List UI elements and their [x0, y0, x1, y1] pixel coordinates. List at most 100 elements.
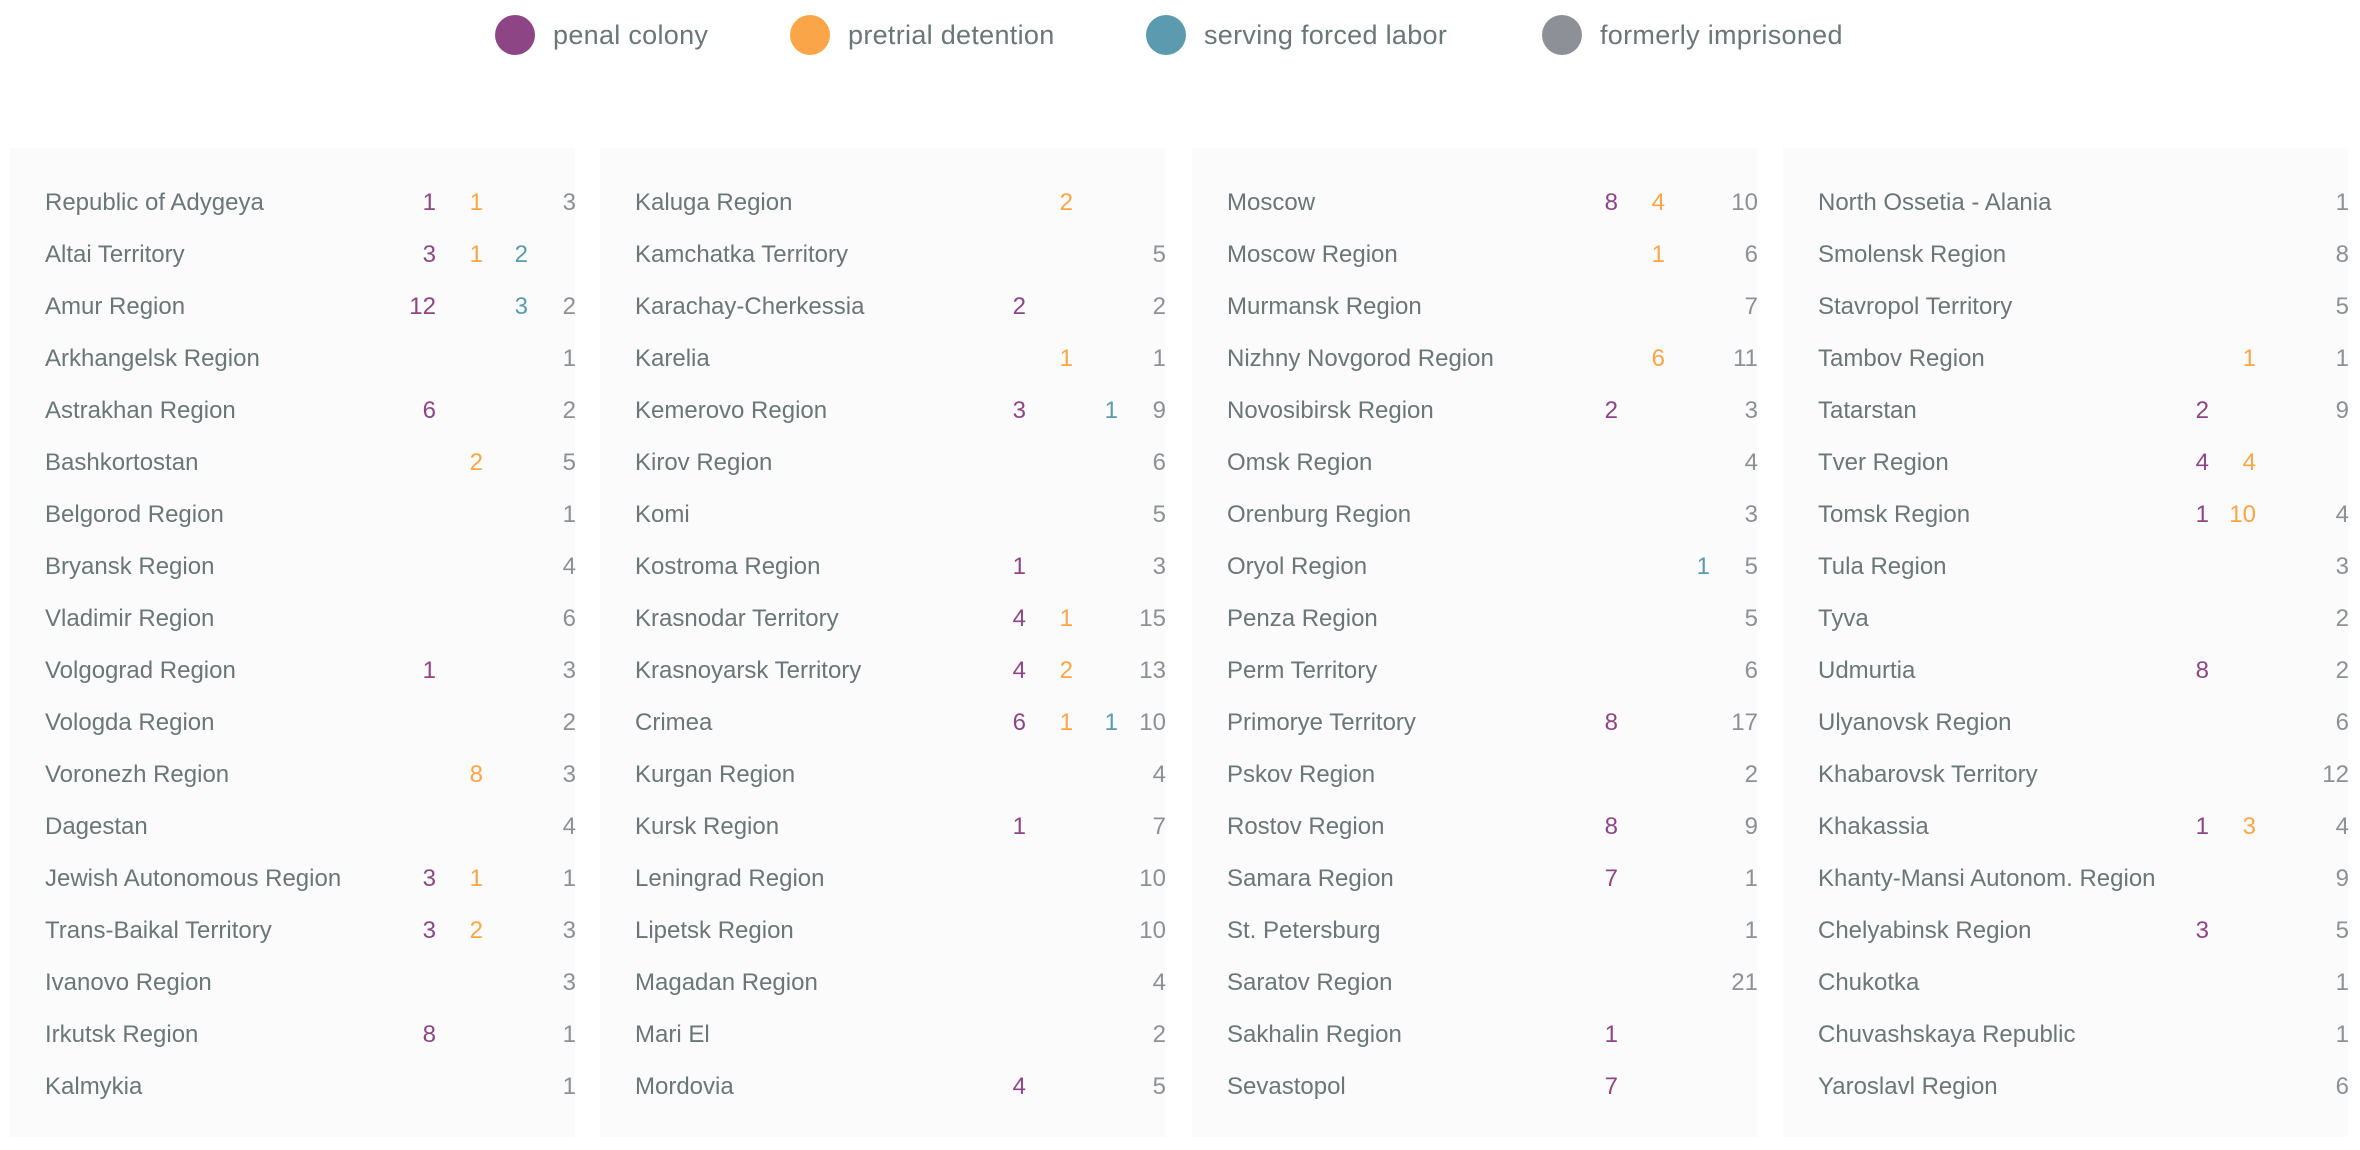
region-name: Mari El [635, 1021, 710, 1048]
formerly-imprisoned-count: 1 [2335, 189, 2349, 216]
region-name: Nizhny Novgorod Region [1227, 345, 1494, 372]
region-row: Primorye Territory 8 17 [1192, 703, 1758, 743]
region-name: Volgograd Region [45, 657, 236, 684]
region-name: Arkhangelsk Region [45, 345, 260, 372]
legend-label: serving forced labor [1204, 19, 1448, 50]
formerly-imprisoned-count: 1 [2335, 969, 2349, 996]
region-name: Rostov Region [1227, 813, 1385, 840]
region-name: Omsk Region [1227, 449, 1373, 476]
penal-colony-count: 2 [2195, 397, 2209, 424]
formerly-imprisoned-count: 10 [1139, 917, 1166, 944]
region-row: Tver Region 4 4 [1783, 443, 2348, 483]
penal-colony-count: 4 [1012, 657, 1026, 684]
region-row: Nizhny Novgorod Region 6 11 [1192, 339, 1758, 379]
penal-colony-count: 8 [2195, 657, 2209, 684]
region-name: Leningrad Region [635, 865, 825, 892]
formerly-imprisoned-count: 1 [1152, 345, 1166, 372]
penal-colony-count: 4 [1012, 1073, 1026, 1100]
formerly-imprisoned-count: 10 [1731, 189, 1758, 216]
formerly-imprisoned-count: 11 [1733, 345, 1758, 372]
formerly-imprisoned-count: 7 [1152, 813, 1166, 840]
region-row: Sevastopol 7 [1192, 1067, 1757, 1107]
penal-colony-count: 4 [2195, 449, 2209, 476]
region-name: Ulyanovsk Region [1818, 709, 2012, 736]
region-name: Tomsk Region [1818, 501, 1971, 528]
penal-colony-count: 2 [1604, 397, 1618, 424]
region-row: Perm Territory 6 [1192, 651, 1758, 691]
region-row: Kurgan Region 4 [600, 755, 1166, 795]
penal-colony-count: 1 [422, 657, 436, 684]
formerly-imprisoned-count: 3 [562, 189, 576, 216]
region-row: Krasnodar Territory 4 1 15 [600, 599, 1166, 639]
region-row: Sakhalin Region 1 [1192, 1015, 1757, 1055]
pretrial-detention-count: 6 [1651, 345, 1665, 372]
region-name: Pskov Region [1227, 761, 1376, 788]
penal-colony-count: 3 [422, 241, 436, 268]
formerly-imprisoned-count: 1 [1744, 865, 1758, 892]
region-row: Trans-Baikal Territory 3 2 3 [10, 911, 576, 951]
forced-labor-count: 1 [1696, 553, 1710, 580]
region-row: Tula Region 3 [1783, 547, 2349, 587]
region-row: Ivanovo Region 3 [10, 963, 576, 1003]
formerly-imprisoned-count: 5 [562, 449, 576, 476]
region-row: Samara Region 7 1 [1192, 859, 1758, 899]
penal-colony-count: 8 [1604, 813, 1618, 840]
region-name: Chuvashskaya Republic [1818, 1021, 2076, 1048]
formerly-imprisoned-count: 6 [2335, 1073, 2349, 1100]
formerly-imprisoned-count: 2 [1152, 1021, 1166, 1048]
region-name: Kurgan Region [635, 761, 796, 788]
formerly-imprisoned-count: 10 [1139, 865, 1166, 892]
region-name: Moscow Region [1227, 241, 1398, 268]
region-row: Stavropol Territory 5 [1783, 287, 2349, 327]
penal-colony-count: 6 [422, 397, 436, 424]
region-row: North Ossetia - Alania 1 [1783, 183, 2349, 223]
region-panel-3: Moscow 8 4 10 Moscow Region 1 6 Murmansk Region… [1192, 148, 1758, 1137]
region-name: Krasnoyarsk Territory [635, 657, 862, 684]
formerly-imprisoned-count: 5 [1152, 501, 1166, 528]
region-row: Saratov Region 21 [1192, 963, 1758, 1003]
formerly-imprisoned-count: 15 [1139, 605, 1166, 632]
region-name: Oryol Region [1227, 553, 1368, 580]
penal-colony-count: 8 [422, 1021, 436, 1048]
region-row: Voronezh Region 8 3 [10, 755, 576, 795]
region-name: Krasnodar Territory [635, 605, 839, 632]
region-name: Saratov Region [1227, 969, 1393, 996]
region-row: Altai Territory 3 1 2 [10, 235, 575, 275]
region-panel-2: Kaluga Region 2 Kamchatka Territory 5 Karach… [600, 148, 1166, 1137]
legend: penal colony pretrial detention serving … [0, 12, 2360, 58]
penal-colony-count: 1 [2195, 813, 2209, 840]
region-name: Stavropol Territory [1818, 293, 2013, 320]
region-row: Magadan Region 4 [600, 963, 1166, 1003]
formerly-imprisoned-count: 9 [1744, 813, 1758, 840]
pretrial-detention-count: 1 [469, 189, 483, 216]
region-name: Khakassia [1818, 813, 1929, 840]
region-name: Sakhalin Region [1227, 1021, 1402, 1048]
region-panel-4: North Ossetia - Alania 1 Smolensk Region 8 S… [1783, 148, 2349, 1137]
region-name: Vladimir Region [45, 605, 215, 632]
region-row: Kirov Region 6 [600, 443, 1166, 483]
legend-item-pretrial-detention: pretrial detention [790, 12, 1055, 58]
legend-label: pretrial detention [848, 19, 1055, 50]
formerly-imprisoned-count: 9 [1152, 397, 1166, 424]
region-name: Tambov Region [1818, 345, 1985, 372]
region-name: Khabarovsk Territory [1818, 761, 2038, 788]
region-row: Tyva 2 [1783, 599, 2349, 639]
region-row: Orenburg Region 3 [1192, 495, 1758, 535]
region-row: Kemerovo Region 3 1 9 [600, 391, 1166, 431]
penal-colony-count: 12 [409, 293, 436, 320]
region-name: St. Petersburg [1227, 917, 1381, 944]
formerly-imprisoned-count: 2 [562, 709, 576, 736]
region-row: Kamchatka Territory 5 [600, 235, 1166, 275]
region-row: St. Petersburg 1 [1192, 911, 1758, 951]
region-row: Chelyabinsk Region 3 5 [1783, 911, 2349, 951]
region-row: Khabarovsk Territory 12 [1783, 755, 2349, 795]
penal-colony-count: 4 [1012, 605, 1026, 632]
region-row: Murmansk Region 7 [1192, 287, 1758, 327]
region-row: Belgorod Region 1 [10, 495, 576, 535]
formerly-imprisoned-count: 1 [2335, 1021, 2349, 1048]
forced-labor-count: 2 [514, 241, 528, 268]
region-name: Sevastopol [1227, 1073, 1346, 1100]
formerly-imprisoned-count: 6 [1744, 657, 1758, 684]
region-name: Perm Territory [1227, 657, 1378, 684]
formerly-imprisoned-count: 5 [2335, 917, 2349, 944]
